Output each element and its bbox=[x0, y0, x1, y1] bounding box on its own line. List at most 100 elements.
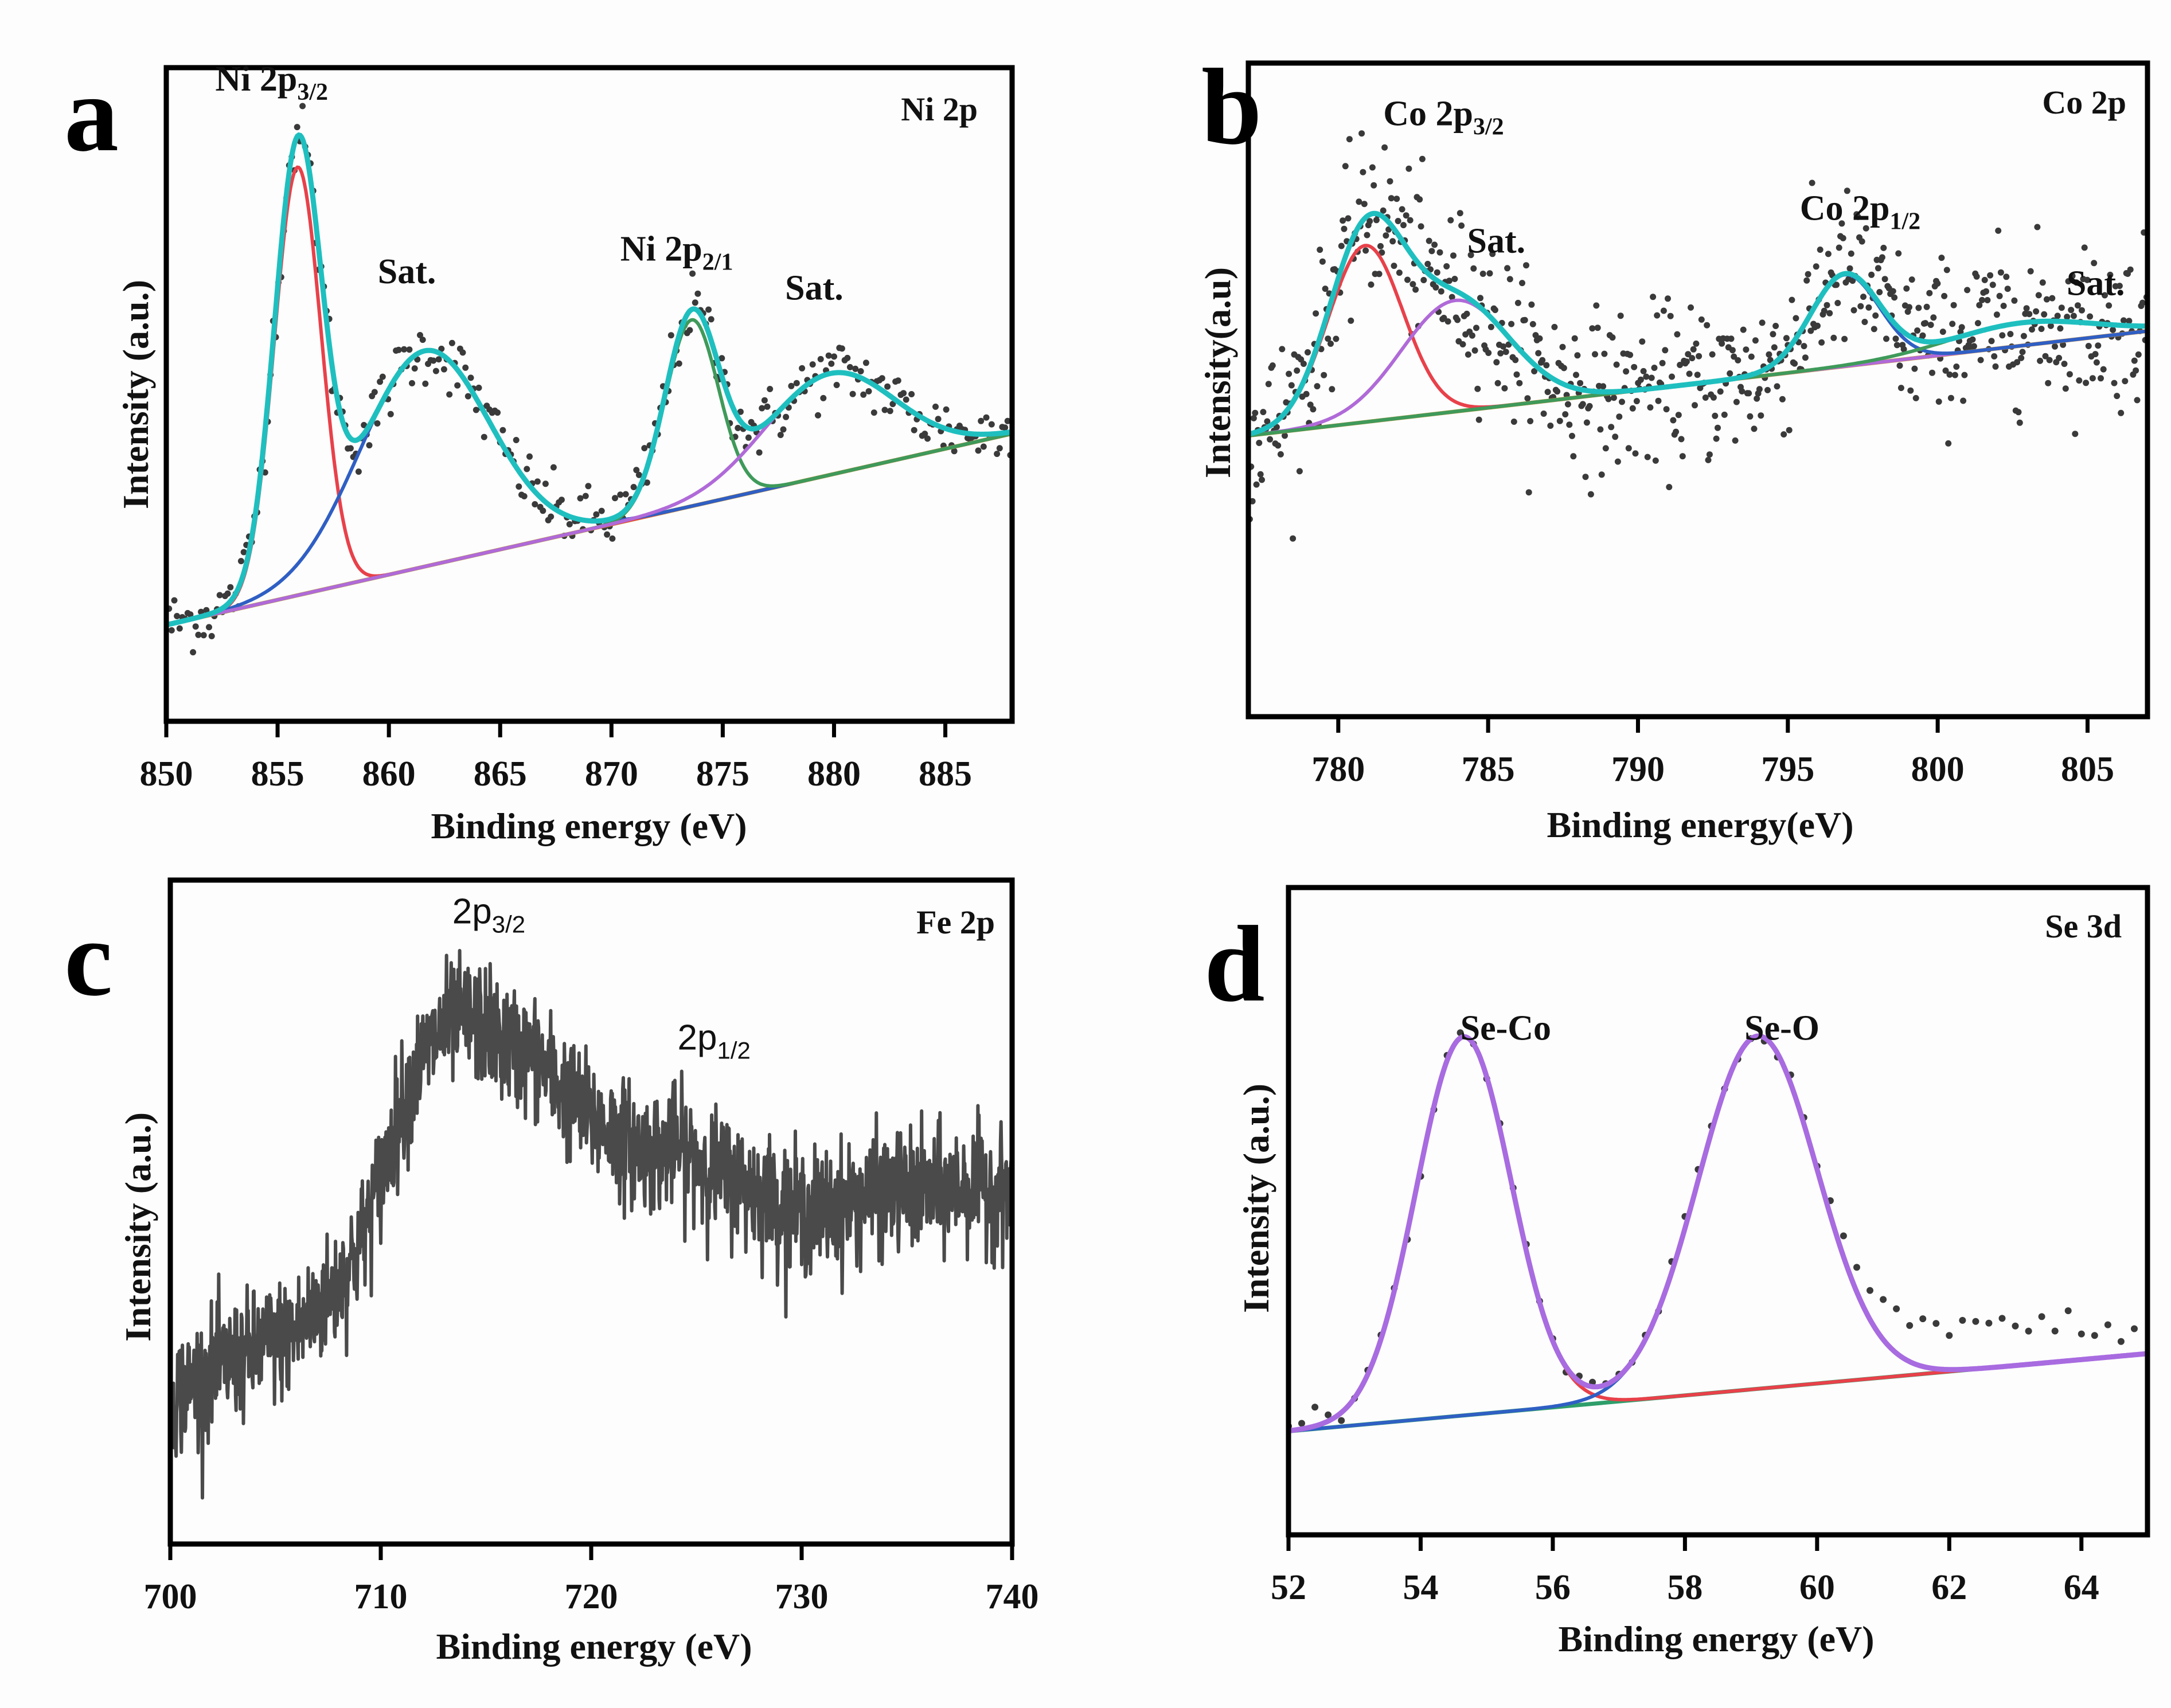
data-point bbox=[1850, 307, 1857, 314]
data-point bbox=[2070, 312, 2077, 319]
data-point bbox=[1926, 290, 1933, 296]
data-point bbox=[1446, 277, 1452, 284]
data-point bbox=[1679, 453, 1686, 460]
data-point bbox=[1497, 350, 1504, 357]
data-point bbox=[1609, 334, 1616, 341]
data-point bbox=[422, 380, 429, 387]
x-tick-label: 885 bbox=[919, 755, 972, 794]
data-point bbox=[675, 360, 682, 367]
data-point bbox=[361, 421, 368, 428]
data-point bbox=[1715, 424, 1721, 431]
data-point bbox=[1836, 244, 1842, 251]
data-point bbox=[689, 270, 696, 277]
panel-c-y-axis-title: Intensity (a.u.) bbox=[118, 1112, 158, 1342]
data-point bbox=[1914, 327, 1921, 334]
data-point bbox=[1748, 353, 1755, 360]
data-point bbox=[1669, 373, 1675, 380]
panel-letter-a: a bbox=[64, 54, 119, 174]
data-point bbox=[1732, 437, 1739, 444]
data-point bbox=[1665, 295, 1671, 302]
peak-annotation: Co 2p3/2 bbox=[1383, 94, 1504, 140]
data-point bbox=[943, 406, 950, 413]
data-point bbox=[1325, 335, 1332, 342]
x-tick-label: 62 bbox=[1931, 1568, 1967, 1607]
data-point bbox=[1945, 440, 1952, 447]
data-point bbox=[467, 374, 474, 381]
data-point bbox=[604, 531, 611, 538]
data-point bbox=[2106, 302, 2113, 309]
data-point bbox=[1470, 265, 1477, 272]
data-point bbox=[2061, 361, 2068, 368]
data-point bbox=[895, 377, 901, 384]
annotation-subscript: 1/2 bbox=[717, 1037, 750, 1064]
data-point bbox=[1444, 318, 1451, 325]
data-point bbox=[371, 389, 378, 396]
data-point bbox=[430, 357, 437, 364]
data-point bbox=[860, 391, 867, 398]
data-point bbox=[1774, 383, 1780, 390]
data-point bbox=[1451, 276, 1458, 282]
data-point bbox=[432, 368, 439, 374]
data-point bbox=[2039, 279, 2046, 286]
data-point bbox=[379, 373, 386, 380]
data-point bbox=[1300, 361, 1307, 367]
panel-c-fe-trace bbox=[170, 949, 1012, 1500]
data-point bbox=[1985, 1319, 1993, 1327]
data-point bbox=[2020, 333, 2027, 339]
data-point bbox=[1747, 413, 1754, 420]
data-point bbox=[1976, 302, 1983, 308]
data-point bbox=[2012, 1322, 2019, 1330]
data-point bbox=[1346, 136, 1353, 143]
data-point bbox=[1395, 218, 1401, 224]
annotation-text: Sat. bbox=[785, 269, 844, 308]
panel-a-x-axis-title: Binding energy (eV) bbox=[431, 806, 747, 846]
data-point bbox=[532, 501, 538, 507]
data-point bbox=[2133, 367, 2139, 374]
data-point bbox=[817, 355, 824, 362]
data-point bbox=[377, 378, 384, 385]
data-point bbox=[1895, 250, 1902, 257]
data-point bbox=[889, 401, 896, 408]
data-point bbox=[1403, 212, 1409, 219]
panel-d-tag: Se 3d bbox=[2045, 908, 2122, 945]
data-point bbox=[2007, 331, 2014, 338]
data-point bbox=[1949, 321, 1956, 327]
data-point bbox=[1907, 387, 1914, 394]
data-point bbox=[1729, 347, 1736, 354]
data-point bbox=[1821, 307, 1828, 314]
annotation-subscript: 3/2 bbox=[1473, 114, 1504, 140]
data-point bbox=[1844, 187, 1850, 194]
data-point bbox=[1458, 222, 1465, 229]
data-point bbox=[1833, 282, 1840, 288]
data-point bbox=[1814, 322, 1821, 329]
data-point bbox=[1961, 372, 1968, 378]
data-point bbox=[494, 409, 501, 416]
data-point bbox=[1879, 254, 1885, 261]
data-point bbox=[1373, 217, 1380, 224]
data-point bbox=[2089, 375, 2096, 382]
data-point bbox=[1556, 417, 1563, 424]
data-point bbox=[1560, 365, 1567, 372]
data-point bbox=[643, 479, 650, 486]
panel-d-plot-layer bbox=[1288, 1029, 2147, 1434]
data-point bbox=[833, 382, 840, 388]
data-point bbox=[521, 493, 528, 499]
data-point bbox=[1973, 273, 1980, 280]
data-point bbox=[1265, 381, 1272, 388]
data-point bbox=[208, 633, 215, 639]
data-point bbox=[1830, 334, 1837, 341]
data-point bbox=[2068, 307, 2075, 314]
data-point bbox=[1450, 252, 1457, 259]
data-point bbox=[1809, 179, 1815, 186]
data-point bbox=[1569, 432, 1575, 439]
data-point bbox=[1612, 433, 1619, 440]
data-point bbox=[1387, 178, 1393, 185]
data-point bbox=[1426, 237, 1432, 244]
data-point bbox=[1619, 398, 1625, 405]
x-tick-label: 64 bbox=[2064, 1568, 2099, 1607]
data-point bbox=[1692, 402, 1698, 409]
data-point bbox=[1380, 207, 1387, 214]
data-point bbox=[996, 445, 1003, 452]
data-point bbox=[1510, 419, 1517, 425]
data-point bbox=[1911, 365, 1918, 372]
